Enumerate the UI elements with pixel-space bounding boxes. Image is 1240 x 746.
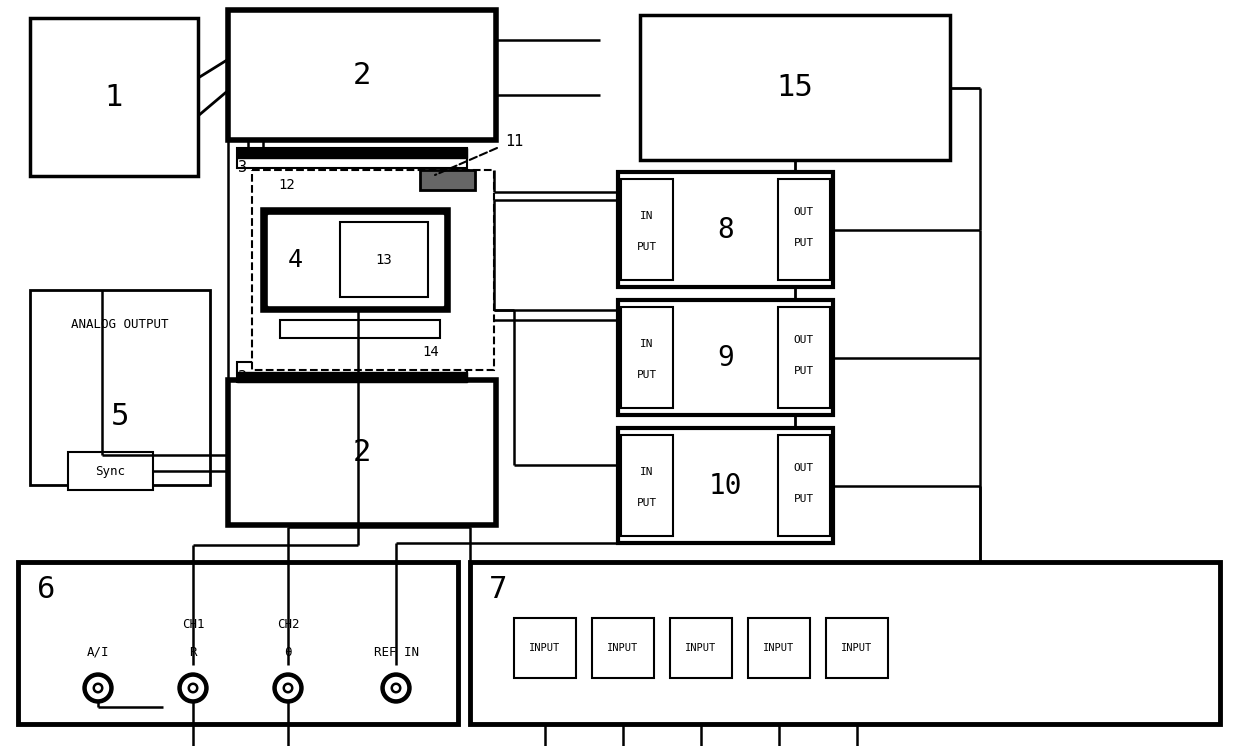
Bar [252,170,494,370]
Circle shape [179,673,208,703]
Text: PUT: PUT [794,495,815,504]
Text: OUT: OUT [794,335,815,345]
Bar [777,179,830,280]
Text: IN: IN [640,210,653,221]
Text: 2: 2 [353,438,371,467]
Bar [777,435,830,536]
Bar [68,452,153,490]
Bar [470,562,1220,724]
Text: IN: IN [640,467,653,477]
Bar [420,170,475,190]
Text: 6: 6 [37,575,56,604]
Bar [621,435,673,536]
Text: 10: 10 [709,471,743,500]
Text: 11: 11 [505,134,523,149]
Text: OUT: OUT [794,207,815,217]
Circle shape [381,673,410,703]
Text: 14: 14 [422,345,439,359]
Bar [263,210,448,310]
Text: INPUT: INPUT [608,643,639,653]
Circle shape [182,677,203,698]
Circle shape [285,686,290,690]
Text: 15: 15 [776,73,813,102]
Text: 5: 5 [110,402,129,431]
Bar [826,618,888,678]
Text: PUT: PUT [637,242,657,251]
Text: REF IN: REF IN [373,645,419,659]
Text: PUT: PUT [794,238,815,248]
Bar [340,222,428,297]
Text: IN: IN [640,339,653,348]
Text: INPUT: INPUT [764,643,795,653]
Bar [280,320,440,338]
Bar [621,307,673,408]
Text: CH1: CH1 [182,618,205,632]
Text: 12: 12 [278,178,295,192]
Bar [618,172,833,287]
Circle shape [191,686,195,690]
Bar [30,18,198,176]
Circle shape [278,677,299,698]
Text: PUT: PUT [637,498,657,508]
Bar [515,618,577,678]
Bar [19,562,458,724]
Circle shape [283,683,293,693]
Circle shape [273,673,303,703]
Bar [237,148,467,158]
Text: 9: 9 [717,343,734,372]
Text: Sync: Sync [95,465,125,477]
Bar [618,428,833,543]
Text: R: R [190,645,197,659]
Bar [748,618,810,678]
Text: 1: 1 [105,83,123,111]
Circle shape [95,686,100,690]
Text: θ: θ [284,645,291,659]
Circle shape [83,673,113,703]
Text: OUT: OUT [794,463,815,473]
Circle shape [386,677,407,698]
Bar [237,372,467,382]
Bar [228,10,496,140]
Circle shape [88,677,109,698]
Text: 13: 13 [376,252,392,266]
Circle shape [93,683,103,693]
Bar [228,380,496,525]
Text: ANALOG OUTPUT: ANALOG OUTPUT [71,319,169,331]
Bar [670,618,732,678]
Text: 4: 4 [288,248,303,272]
Circle shape [394,686,398,690]
Text: INPUT: INPUT [842,643,873,653]
Text: 7: 7 [489,575,507,604]
Bar [591,618,653,678]
Text: CH2: CH2 [277,618,299,632]
Circle shape [188,683,198,693]
Bar [237,362,467,382]
Text: PUT: PUT [637,370,657,380]
Bar [30,290,210,485]
Text: 2: 2 [353,60,371,90]
Text: 3: 3 [238,369,247,384]
Bar [618,300,833,415]
Text: A/I: A/I [87,645,109,659]
Bar [268,215,443,305]
Text: PUT: PUT [794,366,815,376]
Bar [237,148,467,168]
Bar [777,307,830,408]
Bar [621,179,673,280]
Circle shape [391,683,401,693]
Bar [640,15,950,160]
Text: INPUT: INPUT [686,643,717,653]
Text: INPUT: INPUT [529,643,560,653]
Text: 3: 3 [238,160,247,175]
Text: 8: 8 [717,216,734,243]
